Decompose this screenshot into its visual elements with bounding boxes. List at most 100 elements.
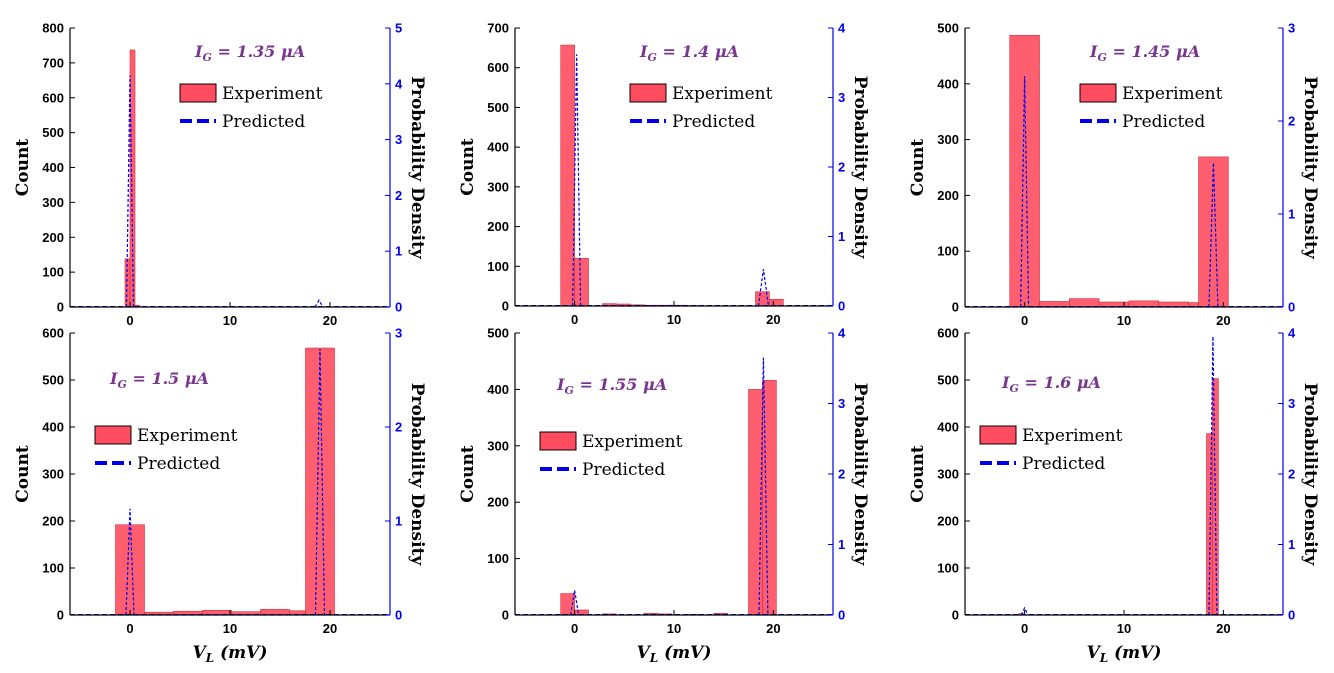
y-tick-label: 0 [57, 608, 64, 623]
title-value: = 1.35 μA [212, 42, 305, 61]
predicted-density-peak [1208, 336, 1218, 616]
x-tick-label: 0 [126, 313, 133, 328]
predicted-density-peak [758, 357, 769, 616]
histogram-bar [1009, 34, 1040, 308]
legend-predicted-label: Predicted [1022, 454, 1105, 474]
y2-tick-label: 0 [1288, 300, 1295, 315]
x-tick-label: 20 [766, 312, 780, 327]
predicted-density-peak [572, 54, 582, 307]
title-value: = 1.5 μA [127, 369, 209, 388]
predicted-density-peak [1208, 162, 1219, 308]
y-tick-label: 700 [487, 21, 509, 36]
x-tick-label: 20 [1216, 313, 1230, 328]
y2-tick-label: 3 [838, 90, 845, 105]
legend-experiment-label: Experiment [222, 84, 323, 104]
panel-title: IG = 1.6 μA [1001, 373, 1101, 395]
y-tick-label: 0 [502, 299, 509, 314]
legend-predicted-label: Predicted [222, 112, 305, 132]
y-tick-label: 200 [42, 514, 64, 529]
y2-tick-label: 0 [838, 299, 845, 314]
y-axis-label: Count [458, 138, 478, 196]
y2-tick-label: 4 [838, 326, 846, 341]
x-tick-label: 20 [323, 313, 337, 328]
y-tick-label: 500 [487, 100, 509, 115]
x-axis-label: VL (mV) [637, 643, 712, 665]
legend: Experiment Predicted [629, 83, 773, 132]
predicted-density-peak [1020, 606, 1029, 616]
x-tick-label: 10 [1117, 313, 1131, 328]
panel-title: IG = 1.35 μA [194, 42, 305, 64]
x-label-symbol: V [1087, 643, 1102, 663]
y-tick-label: 100 [937, 244, 959, 259]
legend-predicted-label: Predicted [137, 454, 220, 474]
histogram-bar [305, 347, 335, 616]
y-tick-label: 500 [487, 326, 509, 341]
x-label-symbol: V [637, 643, 652, 663]
x-label-subscript: L [205, 651, 214, 665]
legend-predicted-label: Predicted [1122, 112, 1205, 132]
y-tick-label: 200 [487, 495, 509, 510]
legend-experiment-swatch [179, 83, 217, 103]
y2-tick-label: 3 [838, 396, 845, 411]
y2-axis-label: Probability Density [407, 383, 427, 567]
x-label-subscript: L [1099, 651, 1108, 665]
x-tick-label: 0 [1021, 621, 1028, 636]
y2-tick-label: 3 [395, 326, 402, 341]
x-label-symbol: V [193, 643, 208, 663]
histogram-bar [769, 298, 784, 307]
y-tick-label: 600 [42, 90, 64, 105]
x-tick-label: 10 [223, 313, 237, 328]
legend: Experiment Predicted [979, 425, 1123, 474]
title-symbol: I [1001, 373, 1010, 392]
histogram-bar [560, 44, 575, 307]
x-axis-label: VL (mV) [193, 643, 268, 665]
y-tick-label: 300 [487, 179, 509, 194]
predicted-density-peak [757, 269, 770, 307]
predicted-density-peak [314, 348, 326, 616]
y2-tick-label: 2 [395, 420, 402, 435]
y-axis-label: Count [908, 445, 928, 503]
histogram-bar [129, 49, 136, 308]
y-tick-label: 400 [487, 140, 509, 155]
x-tick-label: 0 [126, 621, 133, 636]
y-tick-label: 400 [937, 420, 959, 435]
predicted-density-peak [125, 75, 135, 308]
x-tick-label: 0 [571, 621, 578, 636]
y2-tick-label: 1 [395, 244, 402, 259]
y2-tick-label: 4 [1288, 326, 1296, 341]
y-tick-label: 600 [487, 60, 509, 75]
y2-tick-label: 0 [838, 608, 845, 623]
y-tick-label: 400 [937, 76, 959, 91]
legend: Experiment Predicted [94, 425, 238, 474]
chart-panel-3: 0 100 200 300 400 500 0 1 2 3 0 10 20 Count Probabilit… [908, 21, 1320, 329]
legend-experiment-label: Experiment [672, 84, 773, 104]
y-tick-label: 700 [42, 55, 64, 70]
x-label-units: (mV) [214, 643, 267, 663]
x-tick-label: 10 [223, 621, 237, 636]
title-subscript: G [647, 51, 656, 64]
y2-tick-label: 4 [838, 21, 846, 36]
y-tick-label: 800 [42, 21, 64, 36]
y2-tick-label: 0 [395, 300, 402, 315]
y-tick-label: 0 [952, 608, 959, 623]
y-tick-label: 0 [952, 300, 959, 315]
legend-experiment-label: Experiment [582, 432, 683, 452]
y2-tick-label: 1 [838, 229, 845, 244]
y-tick-label: 600 [42, 326, 64, 341]
y-tick-label: 300 [42, 195, 64, 210]
x-tick-label: 20 [1216, 621, 1230, 636]
y-axis-label: Count [13, 445, 33, 503]
x-label-units: (mV) [1108, 643, 1161, 663]
predicted-density-peak [314, 299, 324, 308]
x-tick-label: 20 [766, 621, 780, 636]
y-tick-label: 0 [502, 608, 509, 623]
x-label-subscript: L [649, 651, 658, 665]
y-tick-label: 500 [937, 373, 959, 388]
y-tick-label: 500 [42, 125, 64, 140]
title-symbol: I [1089, 42, 1098, 61]
y-tick-label: 300 [42, 467, 64, 482]
y-axis-label: Count [908, 139, 928, 197]
y-tick-label: 400 [487, 382, 509, 397]
y-tick-label: 100 [487, 551, 509, 566]
